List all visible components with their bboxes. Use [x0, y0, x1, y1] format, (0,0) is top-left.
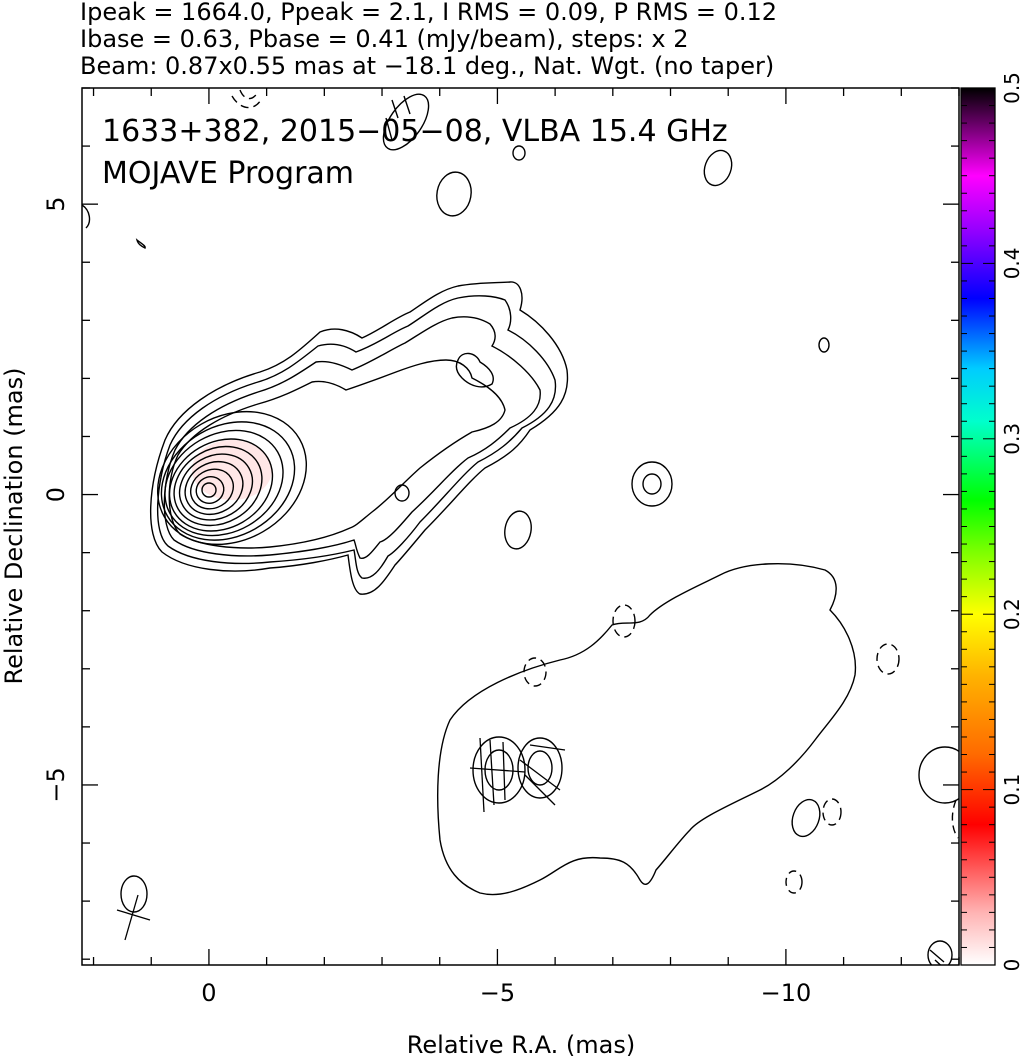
- plot-frame: [81, 87, 960, 966]
- x-tick-label-minus5: −5: [480, 979, 515, 1007]
- core-contours: [156, 410, 308, 546]
- y-axis-label: Relative Declination (mas): [0, 367, 28, 684]
- contour-island-3: [512, 145, 526, 161]
- contour-south-knot-a2: [484, 749, 514, 791]
- contour-island-7: [504, 510, 532, 550]
- contour-island-9: [918, 746, 959, 804]
- colorbar-ticks: [961, 87, 995, 966]
- evpa-island-11-a: [116, 909, 151, 921]
- x-tick-label-minus10: −10: [761, 979, 812, 1007]
- evpa-island-11-b: [124, 894, 139, 941]
- evpa-island-2: [385, 95, 411, 141]
- colorbar-label-0.2: 0.2: [1000, 598, 1022, 630]
- x-tick-label-0: 0: [201, 979, 216, 1007]
- header-line-2: Ibase = 0.63, Pbase = 0.41 (mJy/beam), s…: [80, 25, 689, 53]
- contour-jet-outer-2: [156, 295, 557, 579]
- contour-jet-knot-small: [394, 484, 410, 502]
- colorbar-label-0.1: 0.1: [1000, 774, 1022, 806]
- contour-jet-knot-upper: [455, 352, 494, 388]
- contour-jet-outer-4: [168, 359, 506, 549]
- contour-island-1: [436, 171, 472, 217]
- contour-diffuse-south: [437, 563, 857, 896]
- neg-contour-1b: [239, 89, 259, 100]
- y-tick-label-0: 0: [42, 487, 70, 502]
- contour-jet-outer-3: [163, 316, 541, 559]
- contour-jet-outer-1: [150, 281, 569, 595]
- colorbar-label-0.3: 0.3: [1000, 423, 1022, 455]
- colorbar-label-0.4: 0.4: [1000, 247, 1022, 279]
- contour-island-12: [135, 238, 146, 249]
- header-line-3: Beam: 0.87x0.55 mas at −18.1 deg., Nat. …: [80, 52, 774, 80]
- source-annotation: 1633+382, 2015−05−08, VLBA 15.4 GHz: [102, 114, 728, 149]
- contour-island-6a: [631, 461, 673, 507]
- contour-island-10: [927, 940, 953, 965]
- evpa-vectors-south: [469, 737, 566, 813]
- y-tick-label-5: 5: [42, 197, 70, 212]
- x-axis-label: Relative R.A. (mas): [407, 1031, 635, 1059]
- contour-island-8: [791, 798, 821, 838]
- neg-contour-6: [785, 870, 803, 894]
- neg-contour-5: [822, 798, 842, 826]
- neg-contour-7: [951, 799, 959, 839]
- y-tick-label-minus5: −5: [42, 767, 70, 802]
- contour-south-knot-b2: [527, 750, 553, 786]
- neg-contour-4: [876, 643, 900, 675]
- axis-ticks: [82, 87, 960, 965]
- contour-south-knot-a1: [472, 736, 526, 804]
- program-annotation: MOJAVE Program: [102, 156, 354, 191]
- colorbar-label-0.5: 0.5: [1000, 72, 1022, 104]
- contour-island-5: [818, 337, 830, 353]
- contour-island-4: [703, 149, 733, 187]
- header-line-1: Ipeak = 1664.0, Ppeak = 2.1, I RMS = 0.0…: [80, 0, 777, 26]
- contour-island-6b: [642, 473, 662, 495]
- contour-south-knot-b1: [517, 737, 563, 799]
- neg-contour-3: [523, 657, 547, 687]
- neg-contour-2: [612, 604, 636, 638]
- contour-island-2: [382, 93, 430, 151]
- neg-contour-1: [231, 95, 263, 109]
- contour-map: [82, 89, 959, 965]
- contour-island-11: [120, 875, 148, 913]
- evpa-island-10: [929, 949, 945, 965]
- colorbar-label-0: 0: [1000, 959, 1022, 972]
- contour-island-edge: [82, 204, 91, 229]
